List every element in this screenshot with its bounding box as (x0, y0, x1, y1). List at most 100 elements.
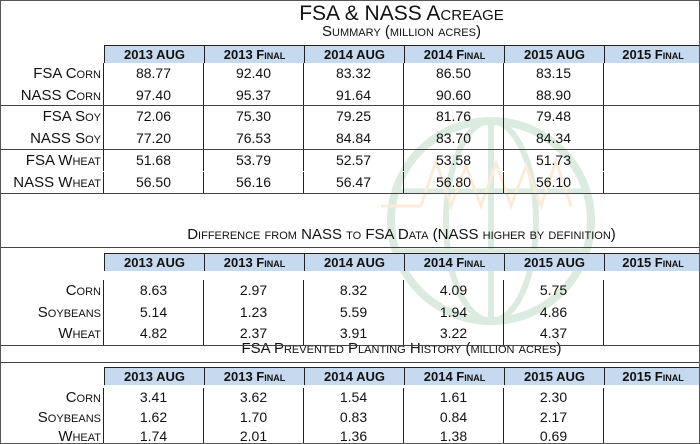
table-cell: 2.01 (204, 427, 304, 443)
summary-title: Summary (million acres) (322, 23, 481, 40)
table-row: Wheat 4.82 2.37 3.91 3.22 4.37 (1, 323, 699, 345)
table-cell (604, 85, 699, 107)
table-cell: 4.09 (404, 280, 504, 302)
table-cell: 84.34 (504, 128, 604, 150)
table-cell: 5.59 (304, 301, 404, 323)
table-cell: 56.47 (304, 171, 404, 194)
column-header: 2015 AUG (504, 45, 604, 63)
divider (1, 362, 699, 363)
table-cell: 0.69 (504, 427, 604, 443)
table-cell: 91.64 (304, 84, 404, 107)
table-cell: 8.32 (304, 280, 404, 302)
table-row: NASS Corn 97.40 95.37 91.64 90.60 88.90 (1, 84, 699, 107)
column-header: 2014 Final (404, 253, 504, 271)
table-cell: 56.50 (104, 171, 204, 194)
table-row: Soybeans 1.62 1.70 0.83 0.84 2.17 (1, 407, 699, 428)
column-header: 2013 AUG (104, 367, 204, 385)
row-label: NASS Soy (1, 128, 104, 150)
table-row: Wheat 1.74 2.01 1.36 1.38 0.69 (1, 427, 699, 443)
table-cell: 83.32 (304, 63, 404, 85)
table-cell: 3.41 (104, 388, 204, 408)
table-cell: 53.79 (204, 149, 304, 172)
row-label: FSA Wheat (1, 149, 104, 172)
table-cell: 5.14 (104, 301, 204, 323)
column-header: 2013 Final (204, 45, 304, 63)
table-cell (604, 388, 699, 408)
table-cell: 84.84 (304, 128, 404, 150)
table-cell (604, 172, 699, 194)
divider (1, 149, 699, 150)
row-label: Wheat (1, 323, 104, 345)
table-cell: 77.20 (104, 128, 204, 150)
row-label: Wheat (1, 427, 104, 443)
table-cell: 3.62 (204, 388, 304, 408)
table-cell (604, 128, 699, 150)
table-cell: 51.68 (104, 149, 204, 172)
table-cell: 5.75 (504, 280, 604, 302)
table-cell: 53.58 (404, 149, 504, 172)
table-cell: 56.80 (404, 171, 504, 194)
table-cell: 4.86 (504, 301, 604, 323)
table-cell: 4.82 (104, 323, 204, 345)
column-header: 2014 Final (404, 367, 504, 385)
table-cell: 88.77 (104, 63, 204, 85)
row-label: NASS Corn (1, 84, 104, 107)
row-label: Soybeans (1, 407, 104, 427)
divider (1, 247, 699, 248)
row-label: Soybeans (1, 301, 104, 323)
table-cell: 2.30 (504, 388, 604, 408)
table-cell: 2.97 (204, 280, 304, 302)
table-cell: 97.40 (104, 84, 204, 107)
table-cell: 79.48 (504, 106, 604, 129)
column-header: 2013 Final (204, 367, 304, 385)
table-cell: 95.37 (204, 84, 304, 107)
table-cell (604, 150, 699, 172)
column-header: 2015 Final (604, 45, 699, 63)
table-cell: 51.73 (504, 149, 604, 172)
table-cell: 1.36 (304, 427, 404, 443)
row-label: FSA Soy (1, 106, 104, 129)
table-cell: 1.23 (204, 301, 304, 323)
table-row: FSA Wheat 51.68 53.79 52.57 53.58 51.73 (1, 149, 699, 172)
row-label: NASS Wheat (1, 171, 104, 194)
column-header: 2015 Final (604, 367, 699, 385)
table-row: Soybeans 5.14 1.23 5.59 1.94 4.86 (1, 301, 699, 323)
column-header: 2013 AUG (104, 253, 204, 271)
table-row: FSA Corn 88.77 92.40 83.32 86.50 83.15 (1, 63, 699, 85)
table-cell: 1.54 (304, 388, 404, 408)
table-cell (604, 408, 699, 428)
column-header: 2015 AUG (504, 367, 604, 385)
table-cell: 1.94 (404, 301, 504, 323)
table-cell: 1.70 (204, 407, 304, 427)
row-label: Corn (1, 280, 104, 302)
table-cell: 1.74 (104, 427, 204, 443)
table-row: Corn 3.41 3.62 1.54 1.61 2.30 (1, 388, 699, 408)
column-header: 2014 AUG (304, 253, 404, 271)
table-row: FSA Soy 72.06 75.30 79.25 81.76 79.48 (1, 106, 699, 129)
column-header-row: 2013 AUG 2013 Final 2014 AUG 2014 Final 2015… (104, 253, 699, 271)
table-cell: 3.91 (304, 323, 404, 345)
table-cell: 1.61 (404, 388, 504, 408)
prevented-title: FSA Prevented Planting History (million … (241, 340, 562, 357)
table-cell: 88.90 (504, 84, 604, 107)
table-cell: 8.63 (104, 280, 204, 302)
table-cell: 86.50 (404, 63, 504, 85)
table-cell: 90.60 (404, 84, 504, 107)
table-row: Corn 8.63 2.97 8.32 4.09 5.75 (1, 280, 699, 302)
column-header: 2014 AUG (304, 367, 404, 385)
table-cell (604, 427, 699, 443)
table-cell: 83.70 (404, 128, 504, 150)
table-cell: 56.10 (504, 171, 604, 194)
table-row: NASS Soy 77.20 76.53 84.84 83.70 84.34 (1, 128, 699, 150)
table-cell (604, 106, 699, 128)
divider (1, 193, 699, 194)
table-cell: 79.25 (304, 106, 404, 129)
table-cell (604, 63, 699, 85)
column-header: 2014 Final (404, 45, 504, 63)
table-cell: 83.15 (504, 63, 604, 85)
table-cell: 1.62 (104, 407, 204, 427)
column-header-row: 2013 AUG 2013 Final 2014 AUG 2014 Final 2015… (104, 367, 699, 385)
column-header: 2013 AUG (104, 45, 204, 63)
table-cell: 92.40 (204, 63, 304, 85)
